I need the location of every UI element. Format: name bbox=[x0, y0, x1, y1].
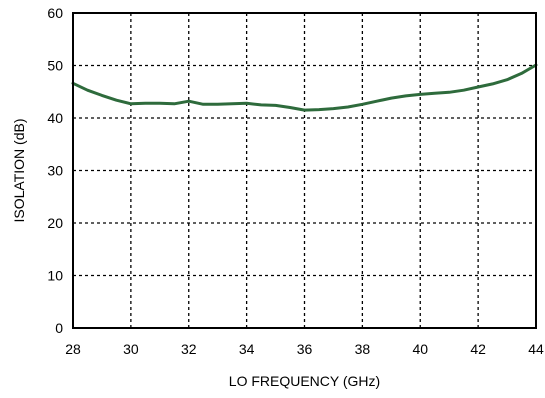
x-tick-labels: 28 30 32 34 36 38 40 42 44 bbox=[65, 341, 544, 357]
x-tick-label: 34 bbox=[239, 341, 255, 357]
y-tick-label: 10 bbox=[47, 268, 63, 284]
x-tick-label: 42 bbox=[470, 341, 486, 357]
series-layer bbox=[71, 63, 538, 112]
y-tick-label: 60 bbox=[47, 5, 63, 21]
x-axis-title: LO FREQUENCY (GHz) bbox=[229, 373, 380, 389]
y-tick-label: 30 bbox=[47, 163, 63, 179]
y-axis-title: ISOLATION (dB) bbox=[11, 119, 27, 223]
x-tick-label: 38 bbox=[355, 341, 371, 357]
y-tick-label: 20 bbox=[47, 215, 63, 231]
series-line bbox=[71, 63, 538, 112]
y-tick-label: 0 bbox=[55, 320, 63, 336]
x-tick-label: 30 bbox=[123, 341, 139, 357]
y-tick-labels: 0 10 20 30 40 50 60 bbox=[47, 5, 63, 336]
x-tick-label: 28 bbox=[65, 341, 81, 357]
plot-frame bbox=[72, 12, 537, 329]
x-tick-label: 32 bbox=[181, 341, 197, 357]
grid bbox=[73, 13, 536, 328]
y-tick-label: 40 bbox=[47, 110, 63, 126]
y-tick-label: 50 bbox=[47, 58, 63, 74]
x-tick-label: 44 bbox=[528, 341, 544, 357]
x-tick-label: 36 bbox=[297, 341, 313, 357]
x-tick-label: 40 bbox=[412, 341, 428, 357]
